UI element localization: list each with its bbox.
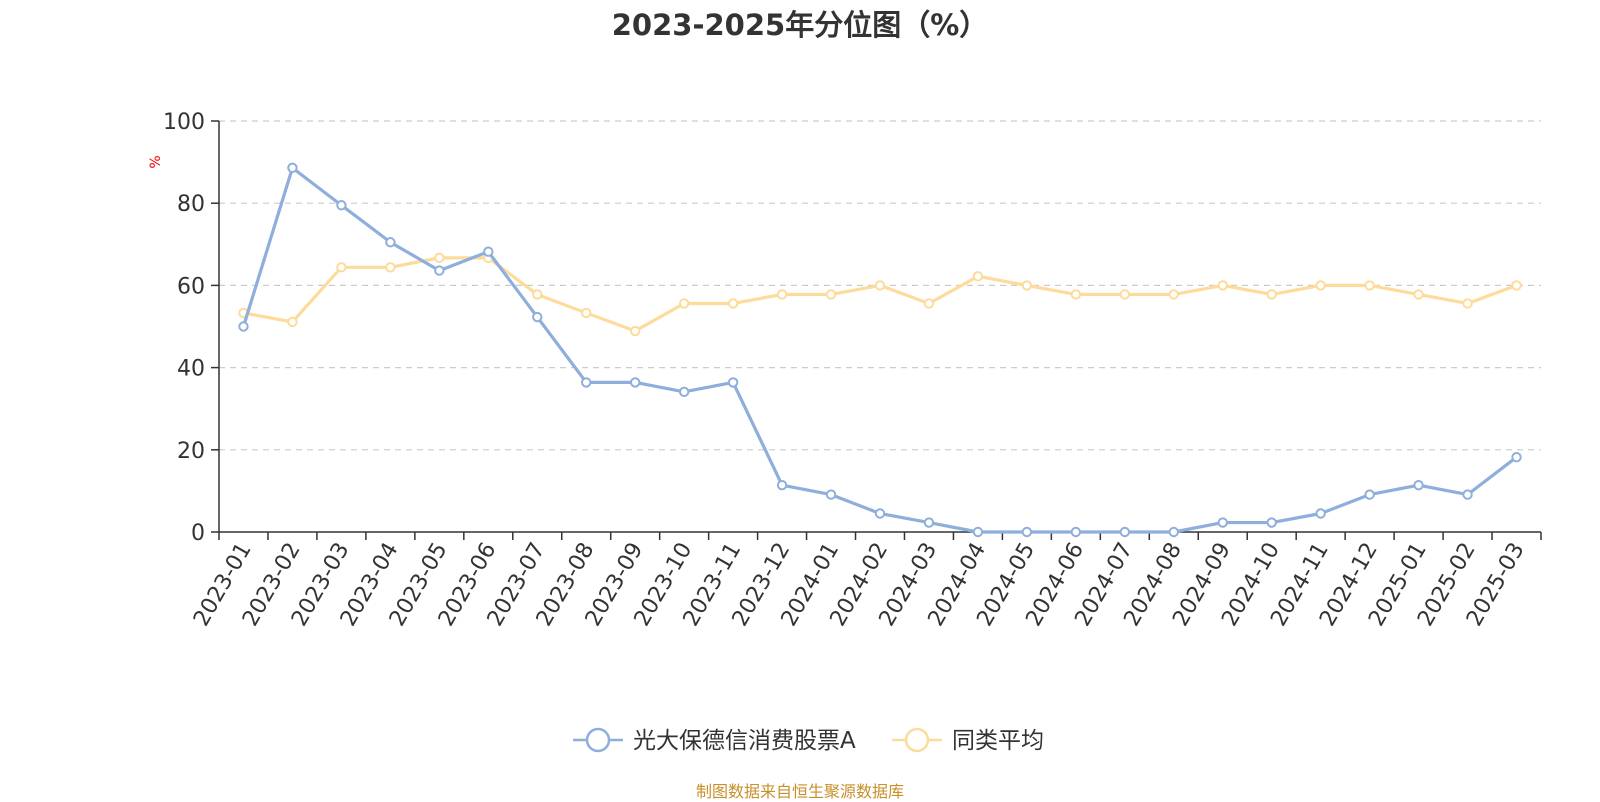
data-point [825,289,837,300]
data-point [238,321,249,332]
series-2 [238,252,1522,337]
data-point [727,377,739,388]
data-point [1413,479,1424,491]
legend-item-2[interactable]: 同类平均 [892,727,1044,754]
data-point [825,489,837,500]
data-point [1168,526,1179,538]
data-point [532,289,543,300]
data-point [874,508,886,519]
data-point [1217,517,1228,528]
data-point [1511,280,1522,291]
data-point [434,265,445,276]
data-point [1119,526,1131,538]
data-point [1021,280,1033,291]
y-tick-label: 40 [177,357,205,382]
data-point [972,271,984,282]
data-point [727,298,739,309]
y-tick-label: 20 [177,439,205,464]
data-point [776,479,788,491]
legend-item-1[interactable]: 光大保德信消费股票A [573,727,856,754]
data-point [1119,289,1131,300]
data-point [1266,517,1277,528]
data-point [483,246,494,257]
legend-label: 光大保德信消费股票A [633,728,856,754]
data-point [336,200,347,211]
data-point [1217,280,1228,291]
series-line [241,166,1518,534]
y-tick-label: 80 [177,192,205,217]
data-point [532,311,543,323]
series-lines [238,162,1522,538]
legend-marker [585,727,611,753]
data-point [1070,289,1082,300]
data-point [1266,289,1277,300]
y-tick-label: 100 [163,110,205,135]
source-note: 制图数据来自恒生聚源数据库 [695,782,904,801]
data-point [1462,489,1473,500]
legend-marker [904,727,930,753]
data-point [1315,280,1326,291]
data-point [629,377,641,388]
data-point [972,526,984,538]
y-tick-label: 0 [191,521,205,546]
data-point [581,377,592,388]
data-point [1511,451,1522,463]
data-point [1413,289,1424,300]
data-point [629,325,641,337]
legend-label: 同类平均 [952,728,1044,754]
data-point [385,237,396,248]
data-point [678,386,690,398]
data-point [1364,489,1375,500]
axes: % 0204060801002023-012023-022023-032023-… [148,110,1542,631]
data-point [287,162,298,174]
data-point [581,307,592,319]
data-point [434,252,445,264]
data-point [678,298,690,309]
data-point [1315,508,1326,519]
series-1 [238,162,1522,538]
y-tick-label: 60 [177,274,205,299]
data-point [1462,298,1473,309]
data-point [1021,526,1033,538]
data-point [776,289,788,300]
data-point [1364,280,1375,291]
y-axis-label: % [148,155,164,168]
data-point [923,298,935,309]
data-point [385,262,396,273]
data-point [1070,526,1082,538]
data-point [336,262,347,273]
legend[interactable]: 光大保德信消费股票A 同类平均 [573,727,1044,754]
data-point [1168,289,1179,300]
data-point [287,316,298,328]
data-point [874,280,886,291]
data-point [923,517,935,528]
chart-title: 2023-2025年分位图（%） [611,8,989,42]
